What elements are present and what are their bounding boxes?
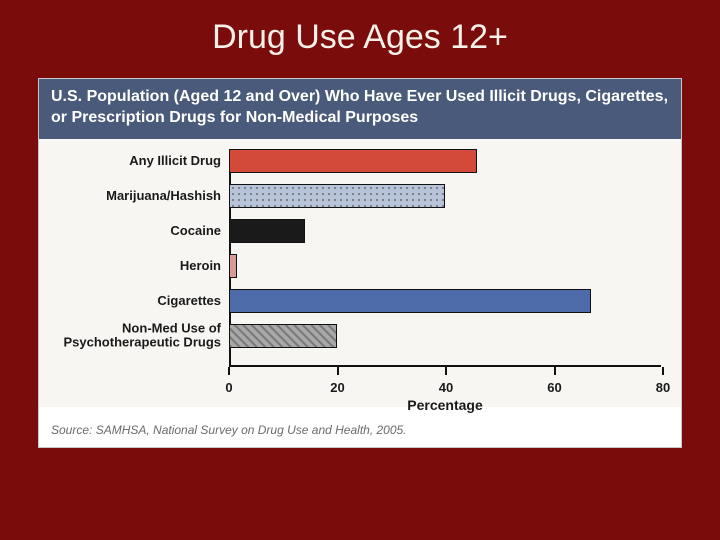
bar-rect [229, 324, 337, 348]
x-tick [228, 367, 230, 375]
source-note: Source: SAMHSA, National Survey on Drug … [51, 423, 407, 437]
bar-label: Cocaine [41, 224, 221, 238]
x-tick-label: 60 [547, 380, 561, 395]
bar-row: Heroin [229, 254, 661, 278]
bar-label: Heroin [41, 259, 221, 273]
bar-rect [229, 254, 237, 278]
bar-row: Cocaine [229, 219, 661, 243]
bar-row: Marijuana/Hashish [229, 184, 661, 208]
x-tick-label: 80 [656, 380, 670, 395]
x-tick [662, 367, 664, 375]
x-axis-title: Percentage [229, 397, 661, 413]
bar-row: Non-Med Use of Psychotherapeutic Drugs [229, 324, 661, 348]
bar-row: Any Illicit Drug [229, 149, 661, 173]
chart-header: U.S. Population (Aged 12 and Over) Who H… [39, 79, 681, 139]
bar-rect [229, 184, 445, 208]
bars-region: Any Illicit Drug Marijuana/Hashish Cocaine… [229, 149, 661, 367]
x-tick-label: 20 [330, 380, 344, 395]
slide-title: Drug Use Ages 12+ [0, 0, 720, 71]
bar-label: Marijuana/Hashish [41, 189, 221, 203]
chart-card: U.S. Population (Aged 12 and Over) Who H… [38, 78, 682, 448]
x-tick [337, 367, 339, 375]
bar-label: Cigarettes [41, 294, 221, 308]
bar-label: Any Illicit Drug [41, 154, 221, 168]
plot-area: Any Illicit Drug Marijuana/Hashish Cocaine… [39, 139, 681, 407]
x-tick-label: 40 [439, 380, 453, 395]
x-tick [445, 367, 447, 375]
bar-label: Non-Med Use of Psychotherapeutic Drugs [41, 322, 221, 351]
x-tick [554, 367, 556, 375]
x-tick-label: 0 [225, 380, 232, 395]
bar-rect [229, 149, 477, 173]
bar-rect [229, 219, 305, 243]
bar-rect [229, 289, 591, 313]
bar-row: Cigarettes [229, 289, 661, 313]
